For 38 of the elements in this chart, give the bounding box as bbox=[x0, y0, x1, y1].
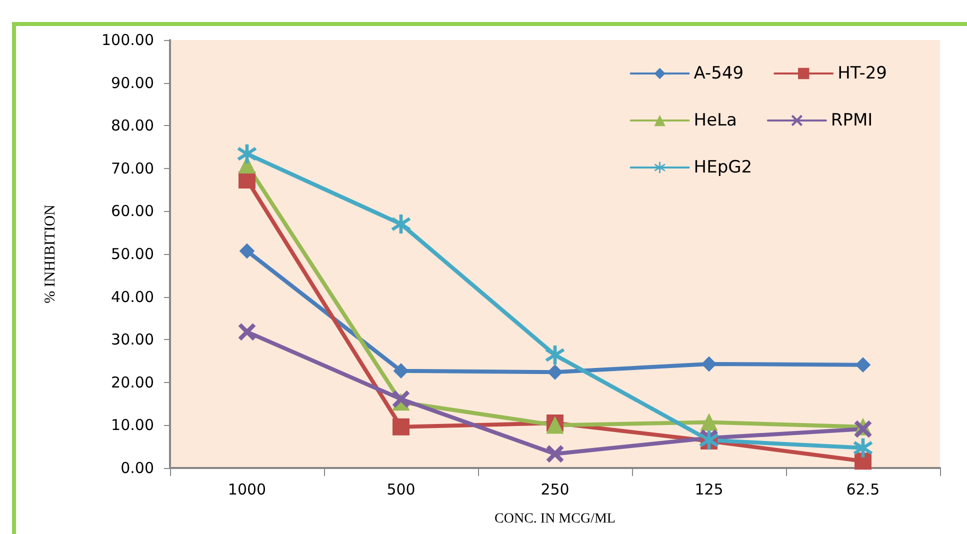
point bbox=[548, 364, 562, 380]
y-tick-label: 40.00 bbox=[111, 288, 154, 306]
point bbox=[854, 438, 872, 458]
y-tick-label: 60.00 bbox=[111, 202, 154, 220]
y-tick-label: 100.00 bbox=[102, 31, 154, 49]
x-tick-label: 250 bbox=[540, 480, 570, 498]
x-tick-label: 500 bbox=[386, 480, 416, 498]
y-tick-label: 90.00 bbox=[111, 74, 154, 92]
point bbox=[856, 357, 870, 372]
point bbox=[392, 214, 410, 234]
point bbox=[546, 346, 564, 365]
y-axis-title: % INHIBITION bbox=[42, 204, 58, 304]
point bbox=[392, 418, 410, 436]
legend-label: HT-29 bbox=[838, 64, 887, 84]
y-tick-label: 50.00 bbox=[111, 245, 154, 263]
x-tick-label: 1000 bbox=[228, 480, 266, 498]
point bbox=[238, 323, 256, 340]
point bbox=[702, 356, 716, 372]
y-tick-label: 10.00 bbox=[111, 416, 154, 434]
y-tick-label: 20.00 bbox=[111, 373, 154, 392]
point bbox=[700, 414, 718, 431]
x-tick-label: 125 bbox=[694, 480, 724, 498]
y-tick-label: 80.00 bbox=[111, 116, 154, 135]
x-axis-title: CONC. IN MCG/ML bbox=[494, 512, 616, 526]
y-tick-label: 0.00 bbox=[120, 459, 154, 477]
point bbox=[392, 390, 410, 408]
legend-label: A-549 bbox=[694, 64, 744, 84]
point bbox=[854, 452, 872, 470]
point bbox=[546, 445, 564, 462]
point bbox=[394, 363, 408, 378]
x-tick-label: 62.5 bbox=[846, 480, 880, 498]
legend-label: RPMI bbox=[830, 110, 873, 130]
y-tick-label: 70.00 bbox=[111, 159, 154, 178]
point bbox=[238, 144, 256, 164]
legend-label: HEpG2 bbox=[694, 158, 752, 178]
y-tick-label: 30.00 bbox=[111, 330, 154, 349]
point bbox=[240, 244, 254, 259]
legend-label: HeLa bbox=[694, 110, 737, 130]
